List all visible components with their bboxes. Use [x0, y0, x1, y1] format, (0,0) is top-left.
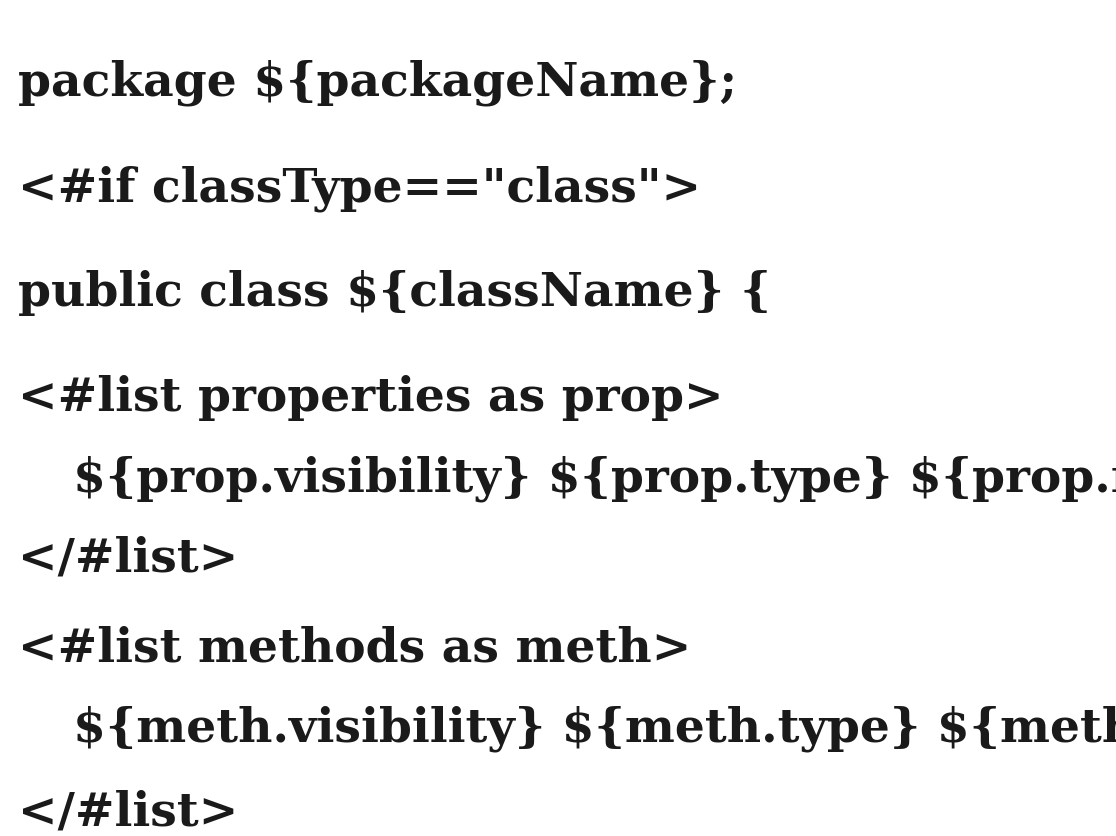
Text: <#list properties as prop>: <#list properties as prop> — [18, 375, 723, 421]
Text: <#if classType=="class">: <#if classType=="class"> — [18, 165, 701, 212]
Text: </#list>: </#list> — [18, 790, 239, 836]
Text: <#list methods as meth>: <#list methods as meth> — [18, 625, 692, 671]
Text: </#list>: </#list> — [18, 535, 239, 581]
Text: ${meth.visibility} ${meth.type} ${meth.name}(){};: ${meth.visibility} ${meth.type} ${meth.n… — [73, 705, 1116, 752]
Text: ${prop.visibility} ${prop.type} ${prop.name};: ${prop.visibility} ${prop.type} ${prop.n… — [73, 455, 1116, 502]
Text: package ${packageName};: package ${packageName}; — [18, 60, 737, 106]
Text: public class ${className} {: public class ${className} { — [18, 270, 771, 316]
